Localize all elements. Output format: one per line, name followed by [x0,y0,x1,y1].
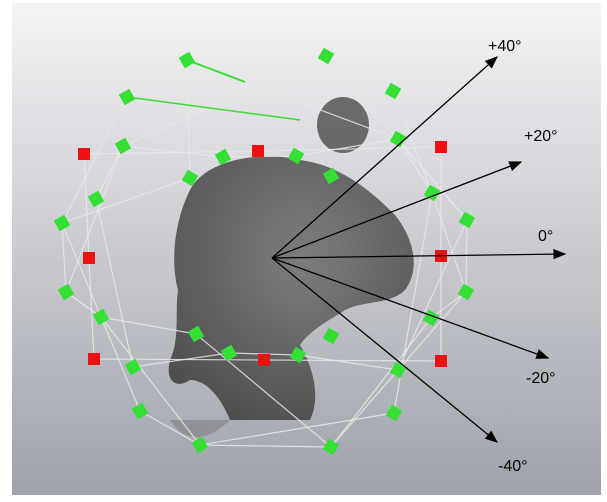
angle-label: -40° [498,458,528,475]
page: {"angle_labels": ["+40°", "+20°", "0°", … [0,0,607,502]
camera-marker [252,145,264,157]
camera-marker [435,355,447,367]
camera-marker [83,252,95,264]
camera-marker [78,148,90,160]
angle-label: +40° [488,38,522,55]
angle-label: 0° [538,228,553,245]
camera-marker [258,354,270,366]
render-view: +40° +20° 0° -20° -40° [0,0,607,502]
angle-label: +20° [524,128,558,145]
camera-marker [435,141,447,153]
angle-label: -20° [526,370,556,387]
camera-marker [88,353,100,365]
